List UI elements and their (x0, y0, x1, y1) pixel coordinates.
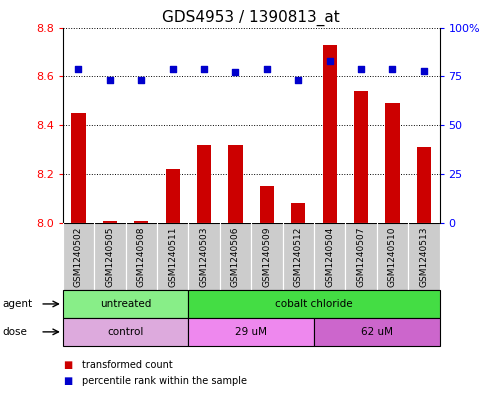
Point (169, 65, 177, 72)
Bar (323, 45, 337, 223)
Bar (291, 204, 305, 223)
Bar (188, 290, 440, 318)
Text: control: control (107, 327, 144, 337)
Text: 62 uM: 62 uM (361, 327, 393, 337)
Bar (377, 223, 408, 290)
Bar (385, 103, 399, 223)
Text: GSM1240513: GSM1240513 (419, 226, 428, 287)
Bar (63, 223, 94, 290)
Text: GSM1240506: GSM1240506 (231, 226, 240, 287)
Text: GSM1240504: GSM1240504 (325, 226, 334, 286)
Text: GSM1240509: GSM1240509 (262, 226, 271, 287)
Text: transformed count: transformed count (82, 360, 173, 371)
Bar (220, 223, 251, 290)
Text: agent: agent (2, 299, 32, 309)
Bar (71, 113, 85, 223)
Text: GSM1240512: GSM1240512 (294, 226, 303, 286)
Bar (63, 318, 188, 346)
Text: dose: dose (2, 327, 28, 337)
Bar (197, 145, 211, 223)
Text: GSM1240502: GSM1240502 (74, 226, 83, 286)
Text: ■: ■ (63, 376, 72, 386)
Text: cobalt chloride: cobalt chloride (275, 299, 353, 309)
Point (263, 65, 271, 72)
Point (420, 67, 428, 73)
Bar (228, 145, 242, 223)
Point (138, 77, 145, 83)
Bar (126, 223, 157, 290)
Point (232, 69, 240, 75)
Text: 29 uM: 29 uM (235, 327, 267, 337)
Text: GSM1240507: GSM1240507 (356, 226, 366, 287)
Bar (314, 223, 345, 290)
Point (295, 77, 302, 83)
Bar (134, 220, 148, 223)
Point (200, 65, 208, 72)
Bar (417, 147, 431, 223)
Text: ■: ■ (63, 360, 72, 371)
Bar (188, 223, 220, 290)
Text: GSM1240511: GSM1240511 (168, 226, 177, 287)
Text: GSM1240505: GSM1240505 (105, 226, 114, 287)
Text: GSM1240510: GSM1240510 (388, 226, 397, 287)
Bar (166, 169, 180, 223)
Text: percentile rank within the sample: percentile rank within the sample (82, 376, 247, 386)
Bar (408, 223, 440, 290)
Bar (103, 220, 117, 223)
Bar (354, 91, 368, 223)
Bar (345, 223, 377, 290)
Bar (94, 223, 126, 290)
Bar (157, 223, 188, 290)
Point (106, 77, 114, 83)
Bar (283, 223, 314, 290)
Title: GDS4953 / 1390813_at: GDS4953 / 1390813_at (162, 10, 340, 26)
Point (357, 65, 365, 72)
Bar (188, 318, 314, 346)
Text: GSM1240508: GSM1240508 (137, 226, 146, 287)
Bar (63, 290, 188, 318)
Bar (251, 223, 283, 290)
Text: GSM1240503: GSM1240503 (199, 226, 209, 287)
Bar (260, 186, 274, 223)
Point (326, 58, 333, 64)
Point (74, 65, 82, 72)
Text: untreated: untreated (100, 299, 151, 309)
Bar (314, 318, 440, 346)
Point (389, 65, 397, 72)
